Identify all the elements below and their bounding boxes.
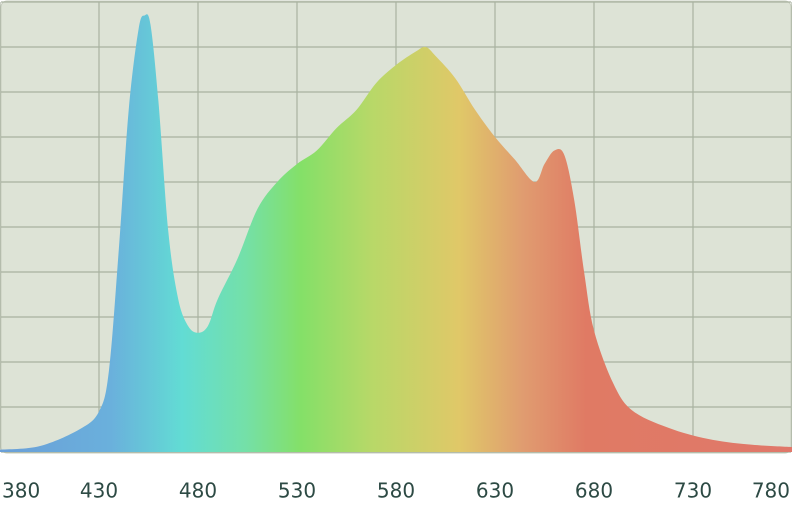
x-tick-label: 480 — [179, 479, 217, 503]
x-tick-label: 780 — [752, 479, 790, 503]
x-tick-label: 380 — [2, 479, 40, 503]
x-tick-label: 680 — [575, 479, 613, 503]
x-tick-label: 530 — [278, 479, 316, 503]
spectrum-area — [0, 14, 792, 453]
x-axis: 380 430 480 530 580 630 680 730 780 — [2, 479, 790, 503]
x-tick-label: 630 — [476, 479, 514, 503]
x-tick-label: 430 — [80, 479, 118, 503]
x-tick-label: 730 — [674, 479, 712, 503]
x-tick-label: 580 — [377, 479, 415, 503]
series — [0, 14, 792, 453]
